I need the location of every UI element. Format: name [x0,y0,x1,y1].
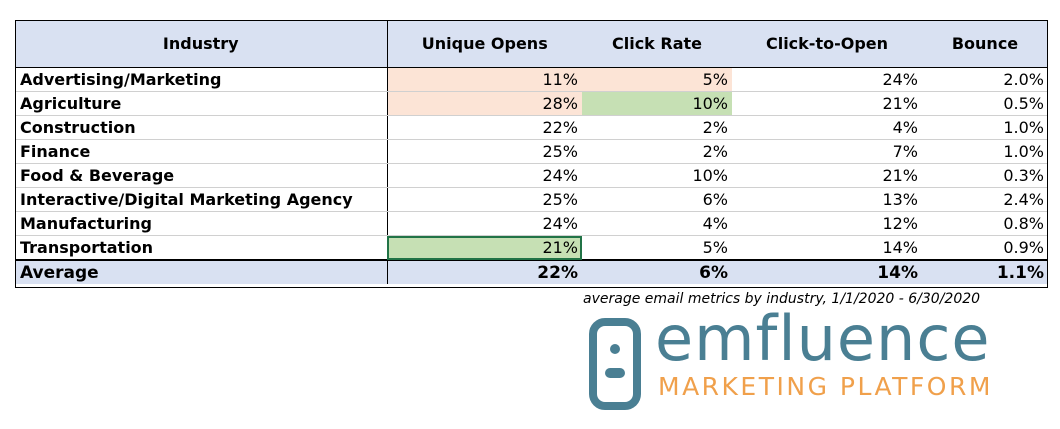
logo-name: emfluence [655,302,991,375]
value-cell: 2.4% [922,187,1048,212]
value-cell: 2.0% [922,67,1048,92]
caption: average email metrics by industry, 1/1/2… [583,291,981,307]
column-header: Unique Opens [387,20,582,68]
table-row: Agriculture 28% 10% 21% 0.5% [15,91,1048,116]
value-cell: 21% [387,235,582,261]
value-cell: 12% [732,211,922,236]
value-cell: 22% [387,115,582,140]
value-cell: 10% [582,163,732,188]
value-cell: 6% [582,187,732,212]
table-row: Construction 22% 2% 4% 1.0% [15,115,1048,140]
value-cell: 2% [582,139,732,164]
table-row: Advertising/Marketing 11% 5% 24% 2.0% [15,67,1048,92]
industry-cell: Manufacturing [15,211,388,236]
value-cell: 10% [582,91,732,116]
value-cell: 4% [582,211,732,236]
value-cell: 24% [387,163,582,188]
column-header: Click Rate [582,20,732,68]
average-cell: 22% [387,259,582,284]
value-cell: 28% [387,91,582,116]
value-cell: 5% [582,67,732,92]
value-cell: 0.3% [922,163,1048,188]
industry-cell: Food & Beverage [15,163,388,188]
value-cell: 2% [582,115,732,140]
average-cell: 14% [732,259,922,284]
industry-cell: Agriculture [15,91,388,116]
table-row: Food & Beverage 24% 10% 21% 0.3% [15,163,1048,188]
value-cell: 14% [732,235,922,261]
column-header: Industry [15,20,388,68]
value-cell: 7% [732,139,922,164]
logo-icon [589,318,641,410]
value-cell: 4% [732,115,922,140]
value-cell: 21% [732,163,922,188]
value-cell: 24% [387,211,582,236]
industry-cell: Transportation [15,235,388,261]
industry-cell: Construction [15,115,388,140]
value-cell: 1.0% [922,115,1048,140]
average-cell: 6% [582,259,732,284]
table-row: Interactive/Digital Marketing Agency 25% 6… [15,187,1048,212]
column-header: Click-to-Open [732,20,922,68]
value-cell: 5% [582,235,732,261]
logo-tagline: MARKETING PLATFORM [658,372,993,401]
value-cell: 0.9% [922,235,1048,261]
value-cell: 21% [732,91,922,116]
column-header: Bounce [922,20,1048,68]
value-cell: 11% [387,67,582,92]
header-row: Industry Unique Opens Click Rate Click-to-O… [15,20,1048,68]
table-row: Transportation 21% 5% 14% 0.9% [15,235,1048,261]
industry-cell: Finance [15,139,388,164]
table-row: Manufacturing 24% 4% 12% 0.8% [15,211,1048,236]
industry-cell: Interactive/Digital Marketing Agency [15,187,388,212]
value-cell: 24% [732,67,922,92]
metrics-table: Industry Unique Opens Click Rate Click-to-O… [15,20,1048,284]
value-cell: 1.0% [922,139,1048,164]
average-label: Average [15,259,388,284]
value-cell: 25% [387,187,582,212]
industry-cell: Advertising/Marketing [15,67,388,92]
average-cell: 1.1% [922,259,1048,284]
table-row: Finance 25% 2% 7% 1.0% [15,139,1048,164]
value-cell: 0.8% [922,211,1048,236]
value-cell: 25% [387,139,582,164]
value-cell: 13% [732,187,922,212]
value-cell: 0.5% [922,91,1048,116]
average-row: Average 22% 6% 14% 1.1% [15,259,1048,284]
